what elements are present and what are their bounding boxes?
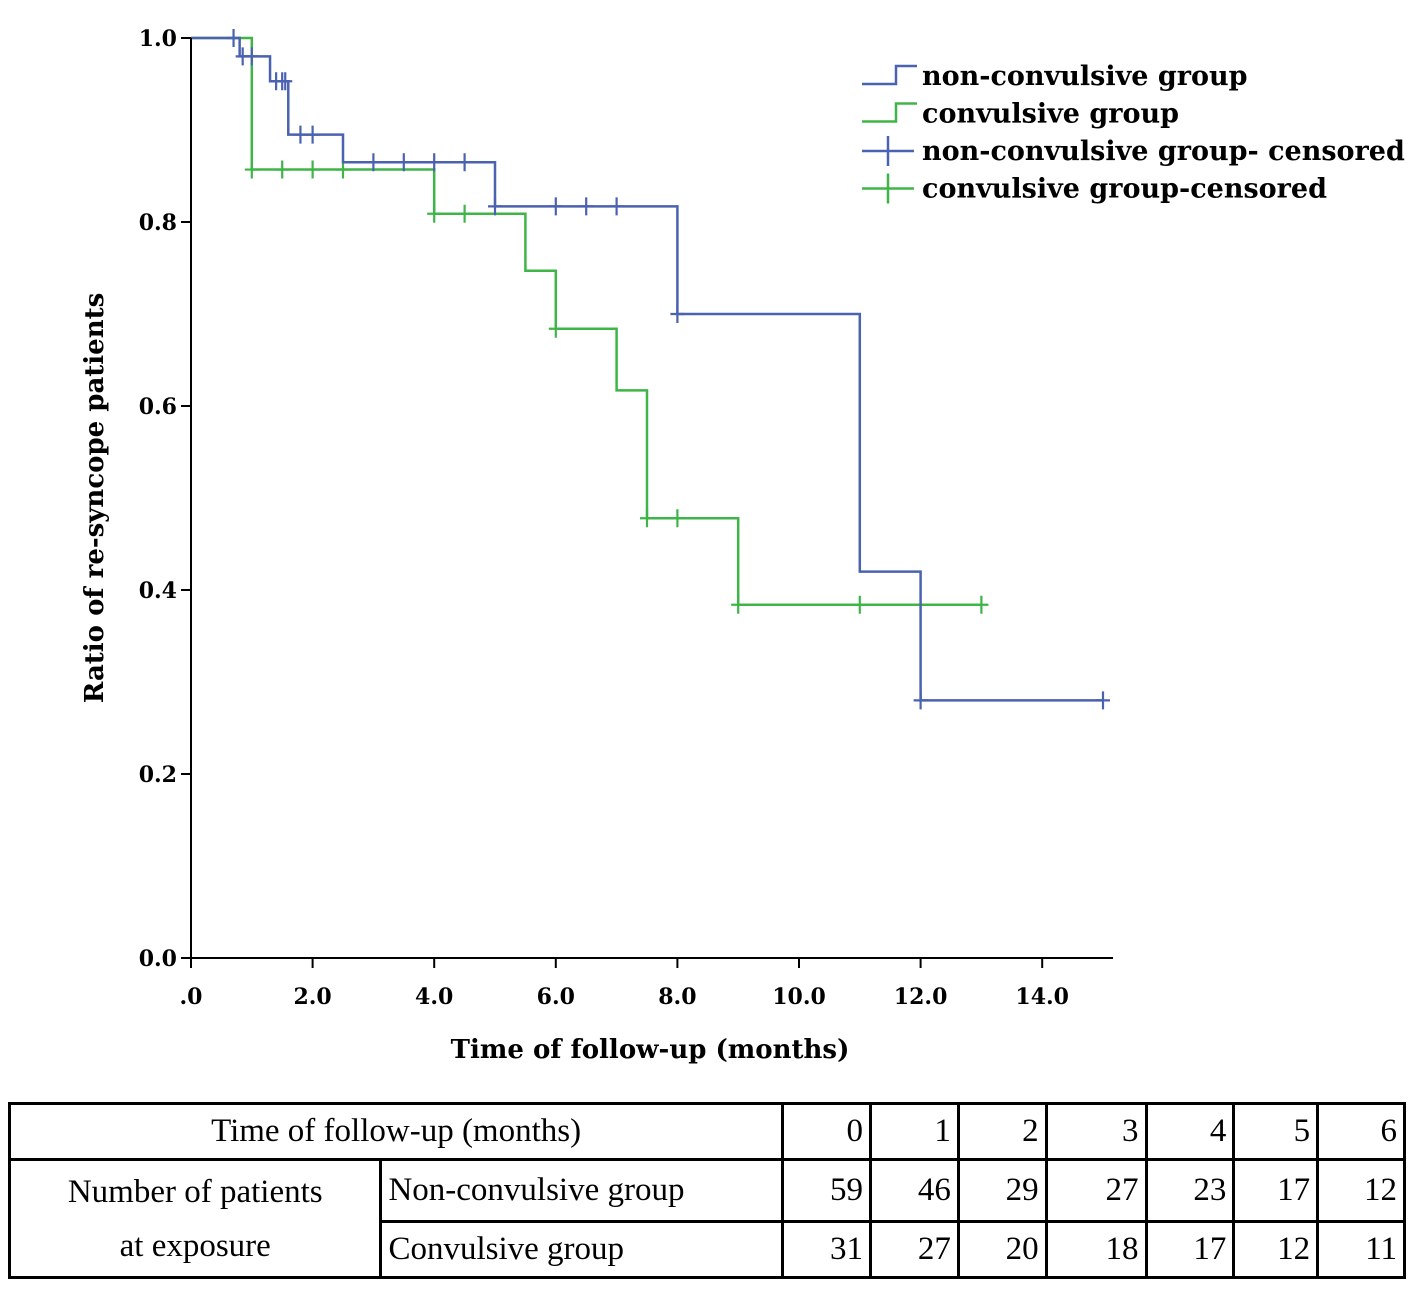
x-tick-label: 14.0	[1015, 984, 1069, 1010]
risk-table: Time of follow-up (months) 0 1 2 3 4 5 6…	[7, 1102, 1406, 1279]
series-line	[191, 36, 1103, 702]
risk-table-cell: 18	[1044, 1220, 1148, 1279]
series-convulsive	[191, 36, 989, 614]
risk-table-header-label: Time of follow-up (months)	[7, 1102, 785, 1161]
risk-table-header-row: Time of follow-up (months) 0 1 2 3 4 5 6	[7, 1102, 1406, 1161]
risk-table-cell: 11	[1316, 1220, 1406, 1279]
y-tick-label: 1.0	[139, 26, 177, 52]
risk-table-cell: 27	[869, 1220, 960, 1279]
risk-table-cell: 23	[1144, 1158, 1236, 1223]
censor-mark	[852, 595, 867, 614]
risk-table-time: 1	[869, 1102, 960, 1161]
x-tick-label: 4.0	[415, 984, 453, 1010]
y-tick-label: 0.4	[139, 578, 177, 604]
legend-censor-symbol	[862, 173, 914, 204]
x-tick-label: .0	[180, 984, 203, 1010]
censor-mark	[670, 305, 685, 323]
censor-mark	[548, 197, 563, 216]
risk-table-cell: 12	[1232, 1220, 1320, 1279]
risk-table-cell: 20	[956, 1220, 1048, 1279]
legend-label: non-convulsive group	[922, 61, 1247, 92]
risk-table-cell: 46	[869, 1158, 960, 1223]
risk-table-group-label-line2: at exposure	[119, 1227, 271, 1264]
risk-table-cell: 29	[956, 1158, 1048, 1223]
censor-mark	[427, 153, 442, 172]
x-tick-label: 6.0	[537, 984, 575, 1010]
y-tick-label: 0.6	[139, 394, 177, 420]
risk-table-group-label: Number of patients at exposure	[7, 1158, 383, 1279]
km-chart: 0.0 0.2 0.4 0.6 0.8 1.0 .0 2.0 4.0 6.0 8.0 10.0 12.0…	[80, 26, 1405, 1065]
legend-item: convulsive group-censored	[862, 173, 1327, 205]
ticks: 0.0 0.2 0.4 0.6 0.8 1.0 .0 2.0 4.0 6.0 8.0 10.0 12.0…	[139, 26, 1069, 1010]
legend-item: non-convulsive group	[862, 61, 1247, 92]
y-tick-label: 0.0	[139, 946, 177, 972]
censor-mark	[275, 160, 290, 179]
censor-mark	[305, 125, 320, 144]
censor-mark	[293, 125, 308, 144]
risk-table-cell: 59	[781, 1158, 872, 1223]
legend-label: non-convulsive group- censored	[922, 136, 1405, 167]
censor-mark	[336, 160, 350, 179]
censor-mark	[731, 595, 746, 614]
legend-label: convulsive group-censored	[922, 174, 1327, 205]
y-tick-label: 0.2	[139, 762, 177, 788]
legend-item: convulsive group	[862, 99, 1179, 130]
y-tick-label: 0.8	[139, 210, 177, 236]
series-non-convulsive	[191, 29, 1110, 710]
censor-mark	[974, 595, 989, 614]
censor-mark	[670, 509, 685, 528]
risk-table-group-label-line1: Number of patients	[67, 1173, 323, 1210]
censor-mark	[305, 160, 320, 179]
censor-mark	[457, 204, 472, 223]
risk-table-cell: 17	[1144, 1220, 1236, 1279]
x-tick-label: 10.0	[772, 984, 826, 1010]
legend-step-symbol	[862, 64, 917, 86]
y-axis-label: Ratio of re-syncope patients	[80, 293, 110, 704]
risk-table-row-convulsive: Convulsive group 31 27 20 18 17 12 11	[10, 1220, 1406, 1279]
legend-step-symbol	[862, 102, 917, 123]
series-line	[191, 36, 982, 606]
censor-mark	[244, 47, 259, 66]
x-tick-label: 12.0	[894, 984, 948, 1010]
censor-mark	[278, 72, 293, 91]
legend-censor-symbol	[862, 136, 914, 166]
censor-mark	[427, 204, 442, 223]
risk-table-time: 5	[1232, 1102, 1320, 1161]
censor-mark	[457, 153, 472, 172]
risk-table-cell: 12	[1316, 1158, 1406, 1223]
legend-item: non-convulsive group- censored	[862, 136, 1405, 167]
censor-mark	[366, 153, 381, 172]
risk-table-cell: 17	[1232, 1158, 1320, 1223]
axes	[190, 38, 1113, 959]
censor-mark	[579, 197, 594, 216]
risk-table-row-nonconvulsive: Number of patients at exposure Non-convu…	[7, 1158, 1406, 1279]
x-axis-label: Time of follow-up (months)	[451, 1035, 850, 1065]
risk-table-time: 2	[956, 1102, 1048, 1161]
censor-mark	[244, 160, 259, 179]
legend-label: convulsive group	[922, 99, 1179, 130]
risk-table-time: 4	[1144, 1102, 1236, 1161]
risk-table-row-label: Non-convulsive group	[379, 1158, 785, 1223]
risk-table-time: 6	[1316, 1102, 1406, 1161]
censor-mark	[913, 691, 928, 710]
legend: non-convulsive group convulsive group non-…	[862, 61, 1405, 205]
censor-mark	[226, 29, 241, 47]
censor-mark	[396, 153, 411, 172]
censor-mark	[609, 197, 624, 216]
censor-mark	[488, 197, 502, 216]
x-tick-label: 8.0	[658, 984, 696, 1010]
censor-mark	[548, 319, 563, 338]
risk-table-cell: 31	[781, 1220, 872, 1279]
risk-table-time: 3	[1044, 1102, 1148, 1161]
censor-mark	[640, 509, 654, 528]
x-tick-label: 2.0	[293, 984, 331, 1010]
risk-table-cell: 27	[1044, 1158, 1148, 1223]
risk-table-time: 0	[781, 1102, 872, 1161]
censor-mark	[1096, 691, 1110, 710]
risk-table-row-label: Convulsive group	[379, 1220, 785, 1279]
plot-area	[191, 29, 1110, 710]
